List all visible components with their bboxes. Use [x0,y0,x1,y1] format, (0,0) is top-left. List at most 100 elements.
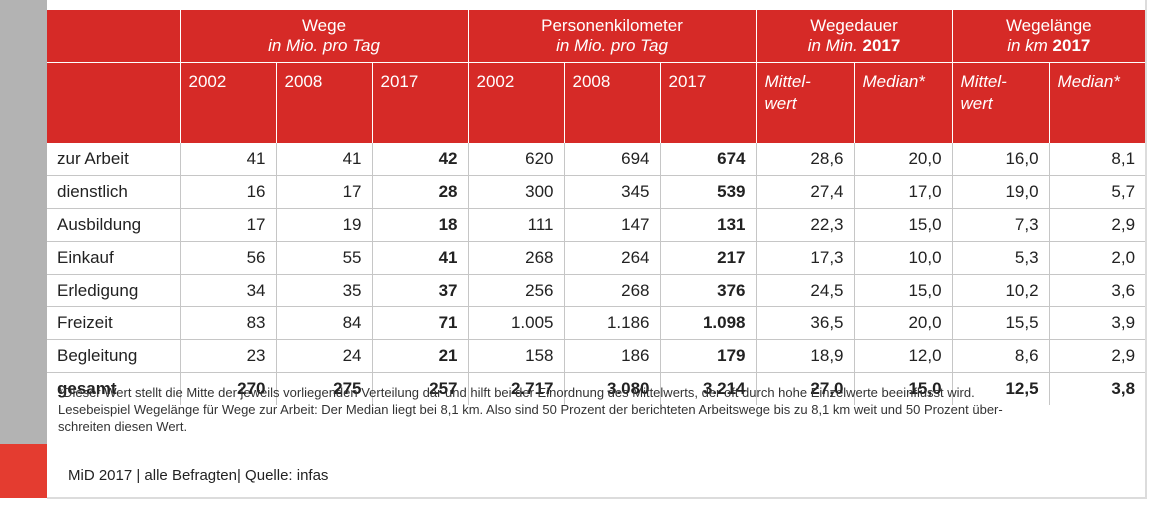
table-cell: 71 [371,306,468,341]
table-cell: 3.214 [659,372,757,406]
table-cell: 2,9 [1048,208,1146,242]
group-subtitle: in Mio. pro Tag [268,36,380,55]
footnote: *Dieser Wert stellt die Mitte der jeweil… [58,384,1138,435]
group-subtitle-year: 2017 [862,36,901,55]
table-cell: 10,0 [853,241,953,275]
table-cell: 257 [371,372,468,406]
subcol-wege-2017: 2017 [371,62,468,143]
table-cell: 17,0 [853,175,953,209]
row-label: Erledigung [47,274,180,308]
table-cell: 131 [659,208,757,242]
group-title: Wegelänge [1005,16,1092,35]
table-row: dienstlich 16 17 28 300 345 539 27,4 17,0 19,0 5,7 [47,175,1146,209]
table-cell: 28 [371,175,468,209]
subcol-dauer-mittelwert: Mittel-wert [755,62,855,143]
footnote-line: *Dieser Wert stellt die Mitte der jeweil… [58,385,975,400]
table-cell: 28,6 [755,143,855,176]
table-cell: 18 [371,208,468,242]
source-line: MiD 2017 | alle Befragten| Quelle: infas [68,467,329,484]
table-cell: 275 [275,372,372,406]
table-cell: 268 [467,241,564,275]
row-label: dienstlich [47,175,180,209]
header-group-wegedauer: Wegedauer in Min. 2017 [755,10,953,63]
table-cell: 12,0 [853,339,953,374]
header-group-row: Wege in Mio. pro Tag Personenkilometer i… [47,10,1146,63]
table-cell: 2.717 [467,372,564,406]
table-cell: 10,2 [951,274,1050,308]
table-cell: 5,7 [1048,175,1146,209]
table-cell: 24,5 [755,274,855,308]
row-label: Begleitung [47,339,180,374]
group-title: Wege [301,16,347,35]
left-red-bar [0,444,47,498]
table-cell: 55 [275,241,372,275]
table-cell: 147 [563,208,660,242]
table-row: Erledigung 34 35 37 256 268 376 24,5 15,0 10,2 3,6 [47,274,1146,308]
table-cell: 1.186 [563,306,660,341]
group-title: Personenkilometer [541,16,683,35]
table-cell: 18,9 [755,339,855,374]
table-cell: 17 [275,175,372,209]
table-cell: 19 [275,208,372,242]
subcol-wege-2002: 2002 [179,62,276,143]
table-cell: 158 [467,339,564,374]
group-title: Wegedauer [810,16,898,35]
table-cell: 35 [275,274,372,308]
subcol-text: Mittel- [960,72,1007,91]
header-group-wege: Wege in Mio. pro Tag [179,10,468,63]
table-cell: 7,3 [951,208,1050,242]
header-corner [47,10,180,63]
table-cell: 41 [179,143,276,176]
table-cell: 217 [659,241,757,275]
table-cell: 12,5 [951,372,1050,406]
table-cell: 111 [467,208,564,242]
group-subtitle: in Mio. pro Tag [556,36,668,55]
row-label: Ausbildung [47,208,180,242]
header-group-personenkilometer: Personenkilometer in Mio. pro Tag [467,10,757,63]
table-cell: 56 [179,241,276,275]
table-cell: 8,1 [1048,143,1146,176]
table-cell: 42 [371,143,468,176]
table-cell: 37 [371,274,468,308]
table-cell: 3,8 [1048,372,1146,406]
table-cell: 270 [179,372,276,406]
table-body: zur Arbeit 41 41 42 620 694 674 28,6 20,0 16,0 8,1… [47,143,1146,406]
subcol-laenge-median: Median* [1048,62,1146,143]
table-cell: 2,0 [1048,241,1146,275]
table-cell: 20,0 [853,306,953,341]
row-label: Einkauf [47,241,180,275]
table-cell: 19,0 [951,175,1050,209]
row-label: Freizeit [47,306,180,341]
table-cell: 34 [179,274,276,308]
table-cell: 268 [563,274,660,308]
table-cell: 3.080 [563,372,660,406]
table-cell: 2,9 [1048,339,1146,374]
table-cell: 20,0 [853,143,953,176]
table-cell: 539 [659,175,757,209]
footnote-line: Lesebeispiel Wegelänge für Wege zur Arbe… [58,402,1003,417]
table-cell: 694 [563,143,660,176]
table-cell: 1.005 [467,306,564,341]
group-subtitle: in km [1007,36,1048,55]
table-cell: 15,0 [853,274,953,308]
subcol-pkm-2002: 2002 [467,62,564,143]
header-group-wegelaenge: Wegelänge in km 2017 [951,10,1146,63]
table-cell: 41 [371,241,468,275]
bottom-border-line [47,497,1147,499]
table-cell: 1.098 [659,306,757,341]
table-cell: 17 [179,208,276,242]
table-cell: 376 [659,274,757,308]
table-cell: 3,9 [1048,306,1146,341]
table-cell: 345 [563,175,660,209]
subcol-text: wert [960,94,993,113]
table-cell: 15,0 [853,208,953,242]
table-cell: 17,3 [755,241,855,275]
table-row: Ausbildung 17 19 18 111 147 131 22,3 15,0 7,3 2,9 [47,208,1146,242]
subcol-wege-2008: 2008 [275,62,372,143]
table-cell: 674 [659,143,757,176]
table-row: Freizeit 83 84 71 1.005 1.186 1.098 36,5 20,0 15,… [47,306,1146,341]
table-cell: 15,0 [853,372,953,406]
left-gray-bar [0,0,47,444]
subcol-pkm-2017: 2017 [659,62,757,143]
